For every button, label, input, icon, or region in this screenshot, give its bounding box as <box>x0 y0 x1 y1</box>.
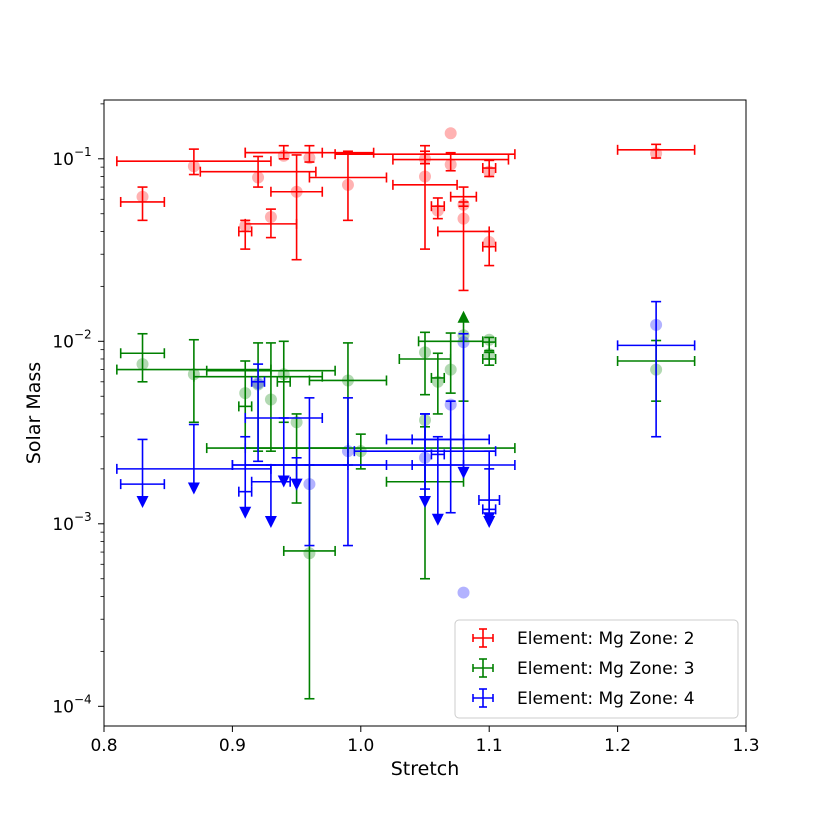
x-tick-label: 1.3 <box>732 736 759 756</box>
errorbars-layer <box>116 143 696 700</box>
x-tick-label: 0.9 <box>219 736 246 756</box>
y-tick-label: 10 <box>52 515 74 535</box>
legend-box <box>454 619 739 719</box>
lower-limit-arrow <box>290 478 303 491</box>
lower-limit-arrow <box>431 513 444 526</box>
plot-frame <box>103 99 747 727</box>
y-tick-label: 10 <box>52 150 74 170</box>
legend-label: Element: Mg Zone: 2 <box>517 629 695 649</box>
lower-limit-arrow <box>277 475 290 488</box>
legend-label: Element: Mg Zone: 3 <box>517 659 695 679</box>
x-axis-label: Stretch <box>391 758 460 780</box>
axes-layer: 0.8 0.9 1.0 1.1 1.2 1.310−110−210−310−4 <box>52 103 760 756</box>
legend: Element: Mg Zone: 2 Element: Mg Zone: 3 El… <box>454 619 739 719</box>
lower-limit-arrow <box>483 515 496 528</box>
legend-label: Element: Mg Zone: 4 <box>517 689 695 709</box>
y-tick-exponent: −4 <box>74 692 92 706</box>
y-axis-label: Solar Mass <box>23 362 45 464</box>
x-tick-label: 0.8 <box>90 736 117 756</box>
lower-limit-arrow <box>239 506 252 519</box>
lower-limit-arrow <box>457 466 470 479</box>
y-tick-exponent: −3 <box>74 510 92 524</box>
lower-limit-arrow <box>419 496 431 509</box>
y-tick-label: 10 <box>52 332 74 352</box>
upper-limit-arrow <box>457 310 470 323</box>
lower-limit-arrow <box>187 482 200 495</box>
data-point-marker <box>444 127 457 140</box>
y-tick-exponent: −1 <box>74 145 92 159</box>
y-tick-exponent: −2 <box>74 327 92 341</box>
x-tick-label: 1.1 <box>476 736 503 756</box>
lower-limit-arrow <box>264 515 277 528</box>
x-tick-label: 1.0 <box>347 736 374 756</box>
x-tick-label: 1.2 <box>604 736 631 756</box>
data-point-marker <box>457 586 470 599</box>
y-tick-label: 10 <box>52 697 74 717</box>
lower-limit-arrow <box>136 496 149 509</box>
